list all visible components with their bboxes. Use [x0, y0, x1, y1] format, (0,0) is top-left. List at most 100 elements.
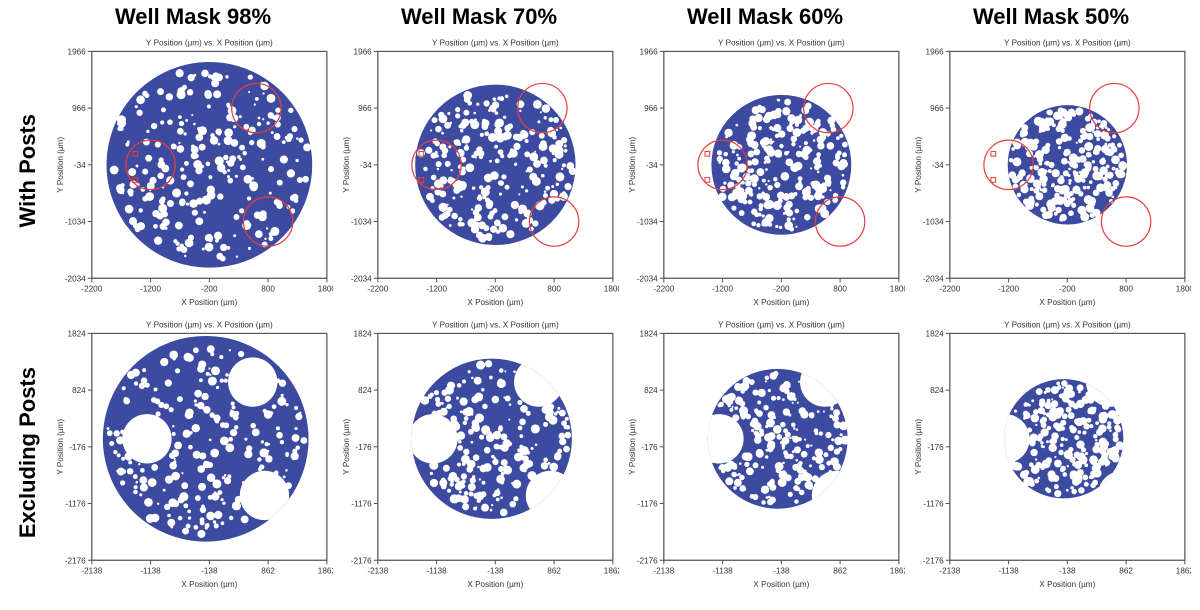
panel-withposts-c60: Y Position (µm) vs. X Position (µm)-2200…: [624, 32, 906, 310]
x-axis-label: X Position (µm): [1039, 580, 1095, 589]
panel-withposts-c98: Y Position (µm) vs. X Position (µm)-2200…: [52, 32, 334, 310]
svg-text:-176: -176: [69, 443, 86, 452]
chart-title: Y Position (µm) vs. X Position (µm): [1004, 320, 1131, 329]
y-axis-label: Y Position (µm): [342, 419, 351, 475]
svg-text:-138: -138: [1059, 566, 1076, 575]
svg-text:-1176: -1176: [65, 500, 86, 509]
svg-text:-1200: -1200: [140, 285, 161, 294]
svg-text:-138: -138: [201, 566, 218, 575]
panel-withposts-c70: Y Position (µm) vs. X Position (µm) -2200…: [338, 32, 620, 310]
y-axis-label: Y Position (µm): [628, 419, 637, 475]
y-axis-label: Y Position (µm): [56, 137, 65, 193]
svg-text:-1034: -1034: [923, 218, 944, 227]
svg-text:-34: -34: [74, 161, 86, 170]
svg-text:1800: 1800: [604, 285, 619, 294]
well-data: [107, 62, 313, 268]
well-data: [103, 336, 309, 542]
panel-svg: Y Position (µm) vs. X Position (µm)-2200…: [625, 33, 905, 309]
panel-excl-c98: Y Position (µm) vs. X Position (µm) -2138…: [52, 314, 334, 592]
svg-text:824: 824: [930, 386, 944, 395]
svg-text:-1138: -1138: [998, 566, 1019, 575]
chart-title: Y Position (µm) vs. X Position (µm): [146, 38, 273, 47]
svg-text:1966: 1966: [68, 47, 87, 56]
panel-svg: Y Position (µm) vs. X Position (µm) -2138…: [625, 315, 905, 591]
svg-text:-2176: -2176: [65, 556, 86, 565]
svg-text:862: 862: [1119, 566, 1133, 575]
panel-svg: Y Position (µm) vs. X Position (µm) -2138…: [911, 315, 1191, 591]
x-axis-label: X Position (µm): [753, 298, 809, 307]
svg-text:-1200: -1200: [998, 285, 1019, 294]
svg-text:800: 800: [1119, 285, 1133, 294]
svg-text:-2034: -2034: [351, 274, 372, 283]
svg-text:862: 862: [833, 566, 847, 575]
y-axis-label: Y Position (µm): [342, 137, 351, 193]
chart-title: Y Position (µm) vs. X Position (µm): [146, 320, 273, 329]
x-axis-label: X Position (µm): [181, 580, 237, 589]
panel-excl-c60: Y Position (µm) vs. X Position (µm) -2138…: [624, 314, 906, 592]
svg-text:-200: -200: [1059, 285, 1076, 294]
x-axis-label: X Position (µm): [1039, 298, 1095, 307]
svg-text:1800: 1800: [1176, 285, 1191, 294]
column-header-row: Well Mask 98% Well Mask 70% Well Mask 60…: [8, 4, 1192, 30]
x-axis-label: X Position (µm): [467, 298, 523, 307]
col-header-50: Well Mask 50%: [910, 4, 1192, 30]
svg-text:824: 824: [644, 386, 658, 395]
svg-text:1966: 1966: [354, 47, 373, 56]
svg-text:1800: 1800: [890, 285, 905, 294]
svg-text:966: 966: [644, 104, 658, 113]
svg-text:-34: -34: [360, 161, 372, 170]
chart-title: Y Position (µm) vs. X Position (µm): [432, 38, 559, 47]
svg-text:862: 862: [261, 566, 275, 575]
x-axis-label: X Position (µm): [753, 580, 809, 589]
svg-text:1824: 1824: [354, 329, 373, 338]
svg-text:862: 862: [547, 566, 561, 575]
svg-text:-1176: -1176: [923, 500, 944, 509]
panel-grid: With Posts Y Position (µm) vs. X Position…: [8, 32, 1192, 588]
svg-text:1966: 1966: [926, 47, 945, 56]
svg-text:-200: -200: [201, 285, 218, 294]
x-axis-label: X Position (µm): [181, 298, 237, 307]
panel-svg: Y Position (µm) vs. X Position (µm) -2138…: [339, 315, 619, 591]
svg-text:-138: -138: [773, 566, 790, 575]
svg-text:-2200: -2200: [653, 285, 674, 294]
figure-grid: Well Mask 98% Well Mask 70% Well Mask 60…: [0, 0, 1200, 610]
panel-svg: Y Position (µm) vs. X Position (µm) -2200…: [339, 33, 619, 309]
panel-withposts-c50: Y Position (µm) vs. X Position (µm)-2200…: [910, 32, 1192, 310]
svg-text:-2138: -2138: [367, 566, 388, 575]
panel-svg: Y Position (µm) vs. X Position (µm)-2200…: [53, 33, 333, 309]
svg-text:-2200: -2200: [367, 285, 388, 294]
svg-text:-1138: -1138: [140, 566, 161, 575]
svg-text:1824: 1824: [68, 329, 87, 338]
chart-title: Y Position (µm) vs. X Position (µm): [432, 320, 559, 329]
svg-text:-2034: -2034: [65, 274, 86, 283]
svg-text:1862: 1862: [890, 566, 905, 575]
panel-excl-c70: Y Position (µm) vs. X Position (µm) -2138…: [338, 314, 620, 592]
svg-text:800: 800: [833, 285, 847, 294]
svg-text:-1176: -1176: [351, 500, 372, 509]
svg-text:1862: 1862: [1176, 566, 1191, 575]
svg-text:824: 824: [358, 386, 372, 395]
col-header-98: Well Mask 98%: [52, 4, 334, 30]
svg-text:-1034: -1034: [637, 218, 658, 227]
svg-text:-200: -200: [487, 285, 504, 294]
svg-text:800: 800: [547, 285, 561, 294]
svg-text:-1176: -1176: [637, 500, 658, 509]
svg-text:966: 966: [358, 104, 372, 113]
svg-text:-2176: -2176: [351, 556, 372, 565]
panel-svg: Y Position (µm) vs. X Position (µm)-2200…: [911, 33, 1191, 309]
svg-text:-2176: -2176: [923, 556, 944, 565]
svg-text:824: 824: [72, 386, 86, 395]
chart-title: Y Position (µm) vs. X Position (µm): [718, 320, 845, 329]
y-axis-label: Y Position (µm): [914, 137, 923, 193]
svg-text:-2034: -2034: [923, 274, 944, 283]
svg-text:-2138: -2138: [653, 566, 674, 575]
svg-text:-1034: -1034: [351, 218, 372, 227]
row-header-label: With Posts: [15, 114, 41, 227]
svg-text:-1200: -1200: [426, 285, 447, 294]
svg-text:966: 966: [930, 104, 944, 113]
svg-text:-2034: -2034: [637, 274, 658, 283]
svg-text:-2138: -2138: [81, 566, 102, 575]
svg-text:-138: -138: [487, 566, 504, 575]
svg-text:-2138: -2138: [939, 566, 960, 575]
svg-text:1800: 1800: [318, 285, 333, 294]
